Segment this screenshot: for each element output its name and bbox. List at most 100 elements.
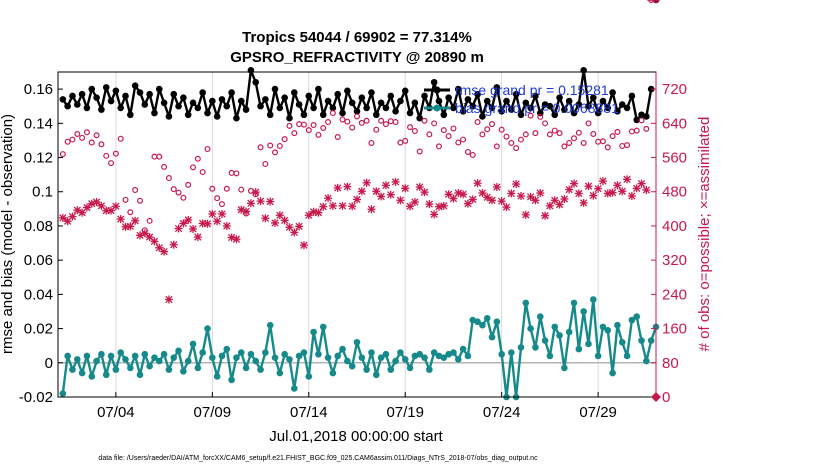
possible-point — [262, 160, 269, 167]
possible-point — [604, 144, 611, 151]
assimilated-point — [290, 228, 299, 237]
rmse-point — [204, 109, 211, 117]
assimilated-point — [507, 189, 516, 198]
assimilated-point — [381, 181, 390, 190]
assimilated-point — [594, 184, 603, 193]
bias-point — [440, 354, 448, 361]
rmse-point — [218, 96, 226, 103]
possible-point — [484, 126, 491, 133]
possible-point — [103, 152, 110, 159]
rmse-point — [348, 99, 356, 107]
possible-point — [590, 131, 597, 138]
possible-point — [64, 138, 71, 145]
rmse-point — [368, 89, 375, 96]
possible-point — [310, 122, 317, 129]
assimilated-point — [618, 187, 627, 196]
legend: rmse grand pr = 0.15281 bias grand pr = … — [424, 82, 619, 116]
rmse-point — [305, 92, 313, 100]
assimilated-point — [492, 183, 501, 192]
assimilated-point — [193, 233, 202, 242]
bias-point — [64, 352, 71, 360]
assimilated-point — [560, 195, 569, 204]
bias-point — [199, 349, 206, 356]
assimilated-point — [261, 214, 270, 223]
y-axis-label: rmse and bias (model - observation) — [0, 114, 16, 354]
possible-point — [411, 128, 418, 135]
y2-tick-label: 80 — [662, 355, 679, 372]
rmse-point — [377, 99, 385, 107]
possible-point — [455, 139, 462, 146]
possible-point — [624, 142, 631, 149]
assimilated-point — [565, 185, 574, 194]
possible-point — [464, 148, 471, 155]
bias-point — [416, 350, 423, 358]
possible-point — [156, 153, 163, 160]
possible-point — [653, 0, 659, 3]
assimilated-point — [338, 201, 347, 210]
bias-point — [305, 373, 313, 380]
possible-point — [136, 197, 143, 204]
rmse-point — [546, 102, 554, 110]
bias-point — [271, 354, 279, 361]
assimilated-point — [579, 198, 588, 207]
possible-point — [542, 120, 549, 127]
possible-point — [272, 149, 279, 156]
possible-point — [580, 139, 587, 146]
bias-point — [580, 308, 587, 315]
possible-point — [633, 127, 640, 134]
possible-point — [305, 127, 312, 134]
assimilated-point — [642, 186, 651, 195]
possible-point — [132, 187, 139, 194]
possible-point — [426, 131, 433, 138]
possible-point — [532, 130, 539, 137]
assimilated-point — [324, 194, 333, 203]
bias-point — [180, 368, 187, 375]
x-tick-label: 07/14 — [290, 404, 328, 421]
assimilated-point — [150, 237, 159, 246]
bias-point — [223, 345, 231, 353]
bias-point — [604, 326, 612, 334]
bias-point — [643, 357, 650, 365]
rmse-point — [141, 101, 149, 108]
rmse-point — [286, 114, 293, 122]
possible-point — [112, 150, 119, 157]
bias-point — [344, 357, 351, 365]
bias-point — [213, 373, 221, 380]
possible-point — [329, 110, 336, 117]
y-tick-label: 0.1 — [32, 184, 53, 201]
bias-point — [194, 364, 202, 372]
possible-point — [493, 143, 500, 150]
possible-point — [344, 118, 351, 125]
bias-point — [599, 323, 607, 331]
rmse-point — [180, 94, 187, 101]
possible-point — [117, 135, 124, 142]
bias-point — [392, 357, 399, 365]
x-tick-label: 07/24 — [483, 404, 521, 421]
possible-point — [233, 170, 240, 177]
assimilated-point — [574, 189, 583, 198]
assimilated-point — [242, 207, 251, 216]
possible-point — [431, 120, 438, 127]
rmse-point — [387, 92, 395, 100]
possible-point — [281, 136, 288, 143]
assimilated-point — [396, 196, 405, 205]
assimilated-point — [169, 240, 178, 249]
assimilated-point — [386, 190, 395, 199]
possible-point — [566, 139, 573, 146]
rmse-point — [151, 109, 158, 117]
rmse-point — [397, 97, 404, 105]
bias-point — [257, 366, 264, 373]
possible-point — [407, 124, 414, 131]
bias-point — [252, 357, 260, 365]
rmse-point — [401, 87, 409, 95]
rmse-point — [353, 108, 361, 115]
series-bias — [59, 296, 660, 401]
assimilated-point — [213, 217, 222, 226]
rmse-point — [247, 66, 255, 74]
rmse-point — [88, 85, 96, 93]
assimilated-point — [377, 192, 386, 201]
legend-rmse-marker — [433, 86, 441, 94]
bias-point — [565, 328, 573, 336]
assimilated-point — [637, 179, 646, 188]
assimilated-point — [357, 187, 366, 196]
